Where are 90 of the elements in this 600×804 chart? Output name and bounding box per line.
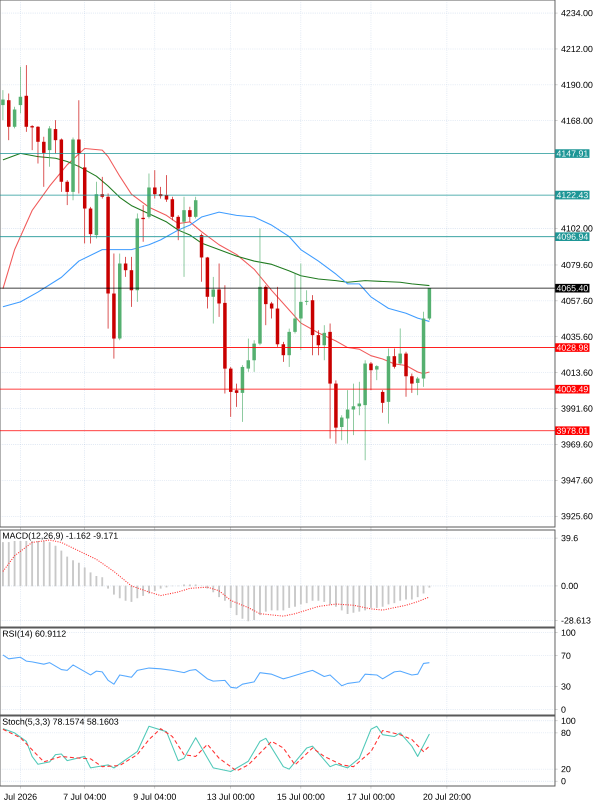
candlestick — [380, 390, 384, 414]
candlestick — [229, 366, 233, 418]
candlestick — [270, 302, 274, 319]
y-tick-label: -28.613 — [561, 617, 590, 624]
candlestick — [188, 206, 192, 222]
candlestick — [12, 106, 16, 129]
x-tick-label: Jul 2026 — [4, 793, 37, 800]
y-tick-label: 3947.60 — [561, 477, 592, 484]
candlestick — [287, 328, 291, 368]
candlestick — [375, 364, 379, 380]
candlestick — [164, 174, 168, 202]
ref-line-label: 4003.49 — [556, 386, 588, 392]
candlestick — [18, 66, 22, 114]
y-tick-label: 3991.60 — [561, 405, 592, 412]
chart-title: Stoch(5,3,3) 78.1574 58.1603 — [2, 718, 118, 726]
y-tick-label: 0.00 — [561, 582, 578, 590]
candlestick — [392, 348, 396, 369]
candlestick — [211, 276, 215, 324]
candlestick — [358, 381, 362, 416]
candlestick — [304, 290, 308, 306]
candlestick — [346, 390, 350, 444]
y-tick-label: 70 — [561, 652, 570, 659]
y-tick-label: 20 — [561, 766, 570, 772]
y-tick-label: 4102.00 — [561, 225, 592, 232]
y-tick-label: 3969.60 — [561, 441, 592, 448]
candlestick — [124, 256, 128, 278]
x-tick-label: 13 Jul 00:00 — [207, 793, 254, 800]
candlestick — [170, 196, 174, 221]
chart-title: RSI(14) 60.9112 — [3, 630, 66, 638]
y-tick-label: 4035.60 — [561, 334, 592, 340]
candlestick — [398, 328, 402, 366]
chart-title: MACD(12,26,9) -1.162 -9.171 — [3, 532, 118, 540]
candlestick — [246, 338, 250, 372]
candlestick — [65, 180, 69, 206]
candlestick — [77, 100, 81, 194]
candlestick — [299, 263, 303, 350]
candlestick — [252, 340, 256, 372]
y-tick-label: 0 — [561, 778, 566, 784]
ref-line-label: 4028.98 — [556, 344, 588, 351]
x-tick-label: 17 Jul 00:00 — [348, 793, 395, 800]
y-tick-label: 100 — [562, 718, 576, 724]
candlestick — [234, 383, 238, 408]
y-tick-label: 4013.60 — [561, 370, 592, 376]
y-tick-label: 4190.00 — [561, 82, 592, 88]
y-tick-label: 30 — [561, 683, 570, 690]
y-tick-label: 4168.00 — [561, 118, 592, 124]
y-tick-label: 39.6 — [561, 534, 578, 542]
candlestick — [1, 90, 5, 120]
candlestick — [352, 383, 356, 436]
line-series — [2, 152, 430, 286]
candlestick — [182, 196, 186, 278]
y-tick-label: 4212.00 — [561, 46, 592, 52]
candlestick — [130, 256, 134, 308]
candlestick — [153, 170, 157, 199]
candlestick — [30, 124, 34, 150]
candlestick — [340, 414, 344, 441]
candlestick — [42, 136, 46, 188]
ref-line-label: 4147.91 — [556, 150, 588, 157]
candlestick — [264, 284, 268, 326]
candlestick — [48, 126, 52, 168]
candlestick — [316, 330, 320, 356]
candlestick — [200, 233, 204, 282]
candlestick — [194, 196, 198, 219]
x-tick-label: 15 Jul 00:00 — [278, 793, 324, 800]
candlestick — [416, 376, 420, 396]
y-tick-label: 4079.60 — [561, 262, 592, 268]
candlestick — [404, 351, 408, 398]
candlestick — [410, 373, 414, 394]
y-tick-label: 80 — [561, 730, 570, 736]
x-tick-label: 20 Jul 20:00 — [423, 793, 471, 800]
y-tick-label: 4057.60 — [561, 298, 592, 304]
ref-line-label: 4096.94 — [556, 234, 588, 240]
y-tick-label: 3925.60 — [561, 513, 592, 520]
ref-line-label: 3978.01 — [556, 428, 588, 434]
line-series — [2, 540, 430, 617]
candlestick — [217, 263, 221, 318]
candlestick — [176, 214, 180, 241]
y-tick-label: 100 — [562, 630, 576, 636]
candlestick — [36, 126, 40, 164]
candlestick — [54, 120, 58, 154]
candlestick — [293, 273, 297, 334]
candlestick — [322, 324, 326, 361]
y-tick-label: 4234.00 — [561, 10, 592, 16]
ref-line-label: 4065.40 — [556, 285, 588, 292]
ref-line-label: 4122.43 — [556, 192, 588, 198]
x-tick-label: 7 Jul 04:00 — [64, 793, 106, 800]
x-tick-label: 9 Jul 04:00 — [134, 793, 176, 800]
candlestick — [369, 362, 373, 390]
line-series — [2, 654, 430, 689]
y-tick-label: 0 — [561, 706, 566, 713]
